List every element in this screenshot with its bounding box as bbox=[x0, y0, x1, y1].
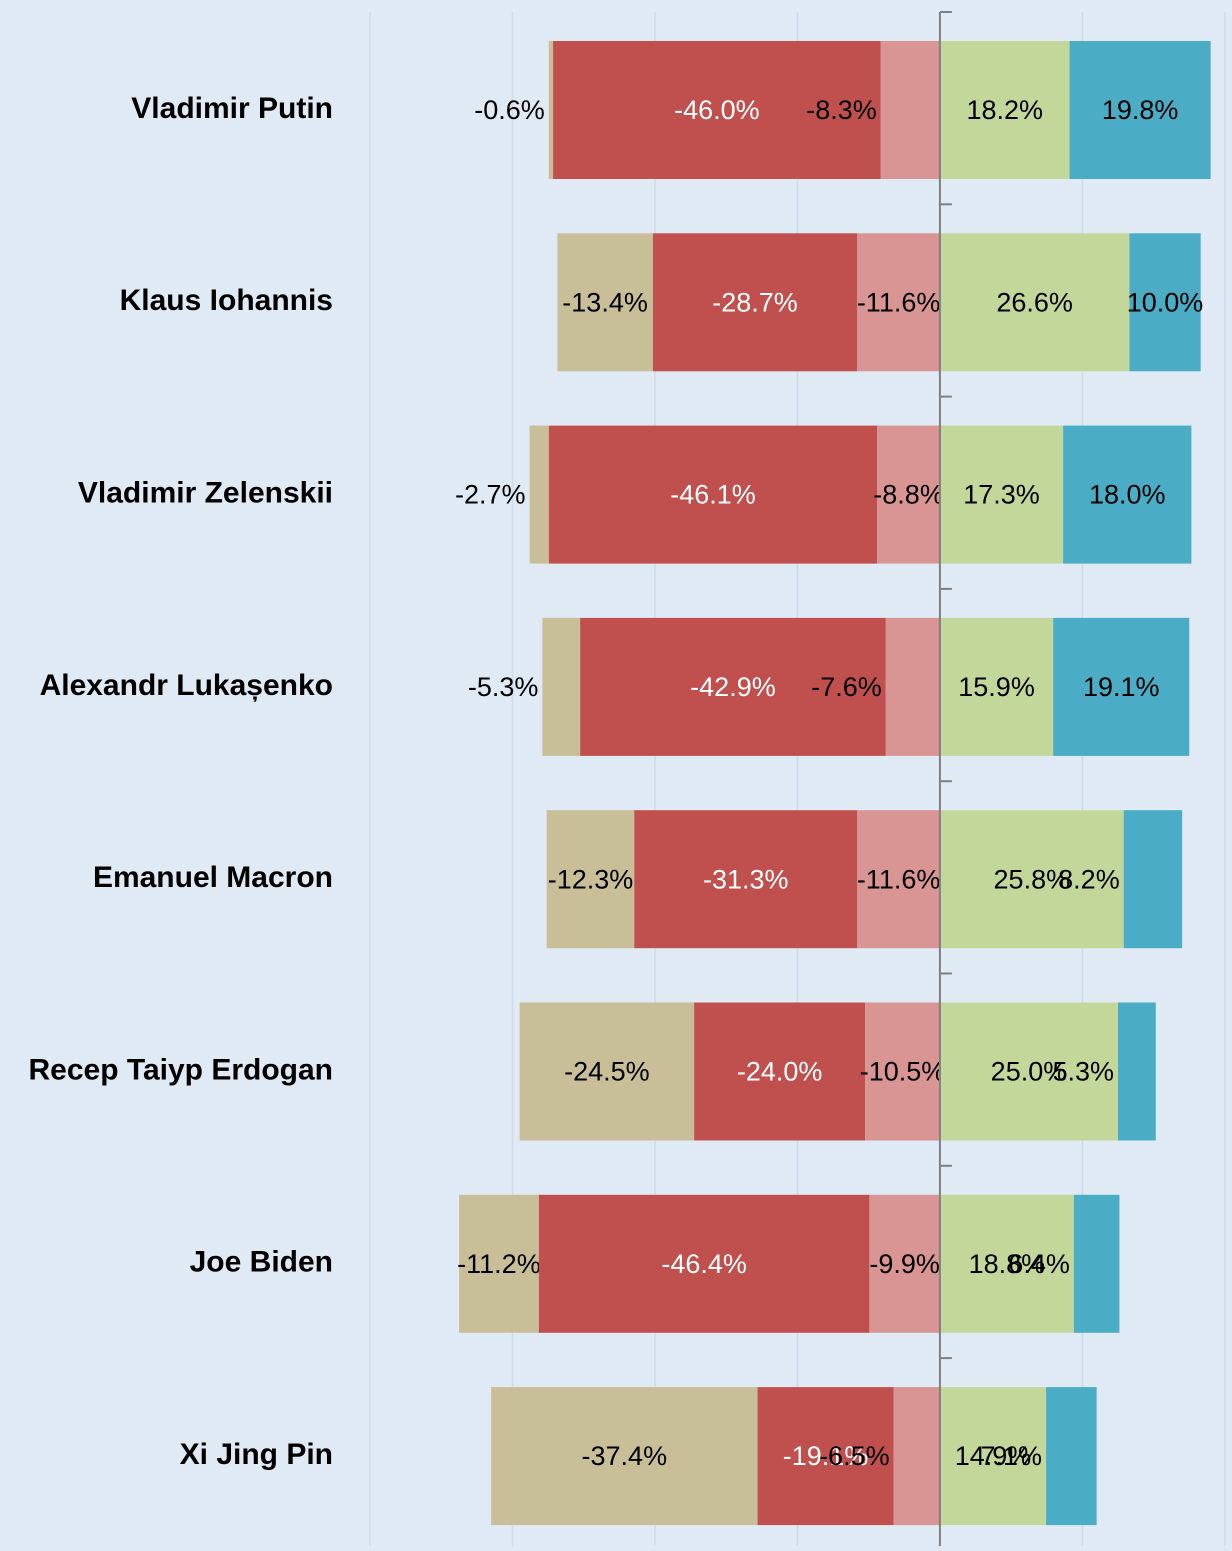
bar-segment bbox=[634, 810, 858, 949]
value-label: 18.0% bbox=[1089, 480, 1166, 510]
bar-segment bbox=[459, 1194, 539, 1333]
value-label: 26.6% bbox=[996, 287, 1073, 317]
bar-segment bbox=[1053, 617, 1190, 756]
category-label: Xi Jing Pin bbox=[180, 1438, 333, 1471]
bar-segment bbox=[557, 233, 653, 372]
value-label: -11.2% bbox=[457, 1249, 541, 1279]
value-label: -2.7% bbox=[455, 480, 526, 510]
value-label: 17.3% bbox=[963, 480, 1040, 510]
bar-segment bbox=[542, 617, 581, 756]
value-label: -11.6% bbox=[857, 287, 941, 317]
bar-segment bbox=[865, 1002, 940, 1141]
category-label: Vladimir Putin bbox=[131, 92, 333, 125]
bar-segment bbox=[1118, 1002, 1156, 1141]
value-label: 14.9% bbox=[955, 1441, 1032, 1471]
bar-segment bbox=[548, 41, 554, 179]
value-label: -8.8% bbox=[873, 480, 944, 510]
value-label: -9.9% bbox=[869, 1249, 940, 1279]
value-label: -24.5% bbox=[564, 1057, 650, 1087]
bar-segment bbox=[939, 1002, 1119, 1141]
value-label: -0.6% bbox=[474, 95, 545, 125]
value-label: 15.9% bbox=[958, 672, 1035, 702]
bar-segment bbox=[939, 1387, 1047, 1526]
value-label: -24.0% bbox=[737, 1057, 823, 1087]
bar-segment bbox=[1046, 1387, 1097, 1526]
bar-segment bbox=[880, 41, 940, 179]
category-label: Emanuel Macron bbox=[93, 861, 333, 894]
category-label: Joe Biden bbox=[190, 1246, 333, 1279]
value-label: -6.5% bbox=[819, 1441, 890, 1471]
value-label: -7.6% bbox=[811, 672, 882, 702]
bar-segment bbox=[1073, 1194, 1120, 1333]
value-label: 7.1% bbox=[981, 1441, 1043, 1471]
bar-segment bbox=[1063, 425, 1192, 564]
bar-segment bbox=[538, 1194, 870, 1333]
value-label: -11.6% bbox=[857, 864, 941, 894]
value-label: 18.8% bbox=[969, 1249, 1046, 1279]
value-label: -10.5% bbox=[860, 1057, 946, 1087]
bar-segment bbox=[893, 1387, 940, 1526]
bar-segment bbox=[857, 233, 940, 372]
value-label: -19.1% bbox=[783, 1441, 869, 1471]
value-label: -42.9% bbox=[690, 672, 776, 702]
bar-segment bbox=[1123, 810, 1183, 949]
value-label: -46.0% bbox=[674, 95, 760, 125]
bar-segment bbox=[694, 1002, 866, 1141]
bar-segment bbox=[869, 1194, 940, 1333]
value-label: -12.3% bbox=[548, 864, 634, 894]
value-label: 18.2% bbox=[966, 95, 1043, 125]
value-label: 10.0% bbox=[1127, 287, 1204, 317]
bar-segment bbox=[939, 1194, 1074, 1333]
category-label: Klaus Iohannis bbox=[120, 284, 333, 317]
bar-segment bbox=[580, 617, 886, 756]
value-label: -5.3% bbox=[468, 672, 539, 702]
bar-segment bbox=[491, 1387, 758, 1526]
bar-segment bbox=[939, 810, 1124, 949]
category-label: Recep Taiyp Erdogan bbox=[28, 1053, 333, 1086]
value-label: -46.4% bbox=[661, 1249, 747, 1279]
value-label: 19.8% bbox=[1102, 95, 1179, 125]
value-label: 25.0% bbox=[991, 1057, 1068, 1087]
value-label: -28.7% bbox=[712, 287, 798, 317]
value-label: 8.2% bbox=[1058, 864, 1120, 894]
value-label: 5.3% bbox=[1052, 1057, 1114, 1087]
value-label: -31.3% bbox=[703, 864, 789, 894]
bar-segment bbox=[857, 810, 940, 949]
value-label: -8.3% bbox=[806, 95, 877, 125]
bar-segment bbox=[1069, 41, 1211, 179]
bar-segment bbox=[939, 233, 1130, 372]
bar-segment bbox=[939, 425, 1064, 564]
bar-segment bbox=[939, 41, 1070, 179]
bar-segment bbox=[548, 425, 878, 564]
category-label: Alexandr Lukașenko bbox=[40, 669, 333, 702]
bar-segment bbox=[529, 425, 549, 564]
value-label: -37.4% bbox=[582, 1441, 668, 1471]
bar-segment bbox=[553, 41, 881, 179]
bar-segment bbox=[1129, 233, 1201, 372]
value-label: -13.4% bbox=[562, 287, 648, 317]
bar-segment bbox=[652, 233, 858, 372]
value-label: 6.4% bbox=[1008, 1249, 1070, 1279]
value-label: 19.1% bbox=[1083, 672, 1160, 702]
bar-segment bbox=[546, 810, 635, 949]
bar-segment bbox=[885, 617, 940, 756]
bar-segment bbox=[939, 617, 1054, 756]
bar-segment bbox=[757, 1387, 894, 1526]
value-label: -46.1% bbox=[670, 480, 756, 510]
bar-segment bbox=[877, 425, 940, 564]
value-label: 25.8% bbox=[994, 864, 1071, 894]
bar-segment bbox=[519, 1002, 695, 1141]
category-label: Vladimir Zelenskii bbox=[78, 477, 333, 510]
